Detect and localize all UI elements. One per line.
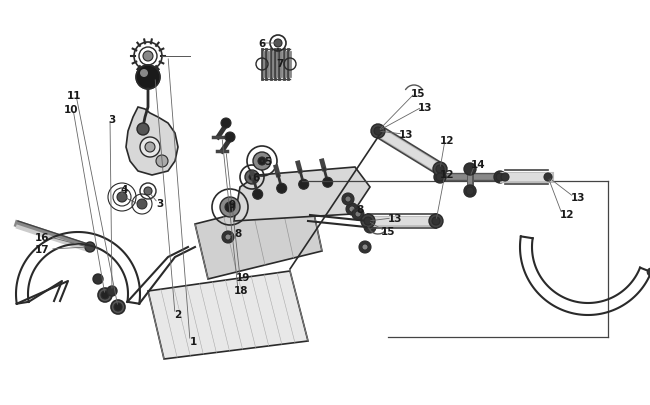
Text: 3: 3 <box>157 198 164 209</box>
Circle shape <box>137 124 149 136</box>
Circle shape <box>107 286 117 296</box>
Circle shape <box>496 174 504 181</box>
Text: 13: 13 <box>571 192 585 202</box>
Circle shape <box>355 211 361 217</box>
Circle shape <box>253 153 271 171</box>
Circle shape <box>464 185 476 198</box>
Text: 15: 15 <box>411 89 425 99</box>
Circle shape <box>93 274 103 284</box>
Circle shape <box>466 188 474 196</box>
Circle shape <box>494 172 506 183</box>
Text: 10: 10 <box>64 105 78 115</box>
Text: 13: 13 <box>398 130 413 140</box>
Circle shape <box>221 119 231 129</box>
Circle shape <box>433 162 447 177</box>
Circle shape <box>140 70 148 78</box>
Circle shape <box>544 174 552 181</box>
Text: 3: 3 <box>109 115 116 125</box>
Circle shape <box>117 192 127 202</box>
Circle shape <box>145 143 155 153</box>
Circle shape <box>371 125 385 139</box>
Text: 16: 16 <box>34 232 49 243</box>
Circle shape <box>274 40 282 48</box>
Polygon shape <box>148 271 308 359</box>
Circle shape <box>101 291 109 299</box>
Circle shape <box>114 303 122 311</box>
Text: 6: 6 <box>259 39 266 49</box>
Text: 12: 12 <box>560 209 574 220</box>
Circle shape <box>362 244 368 250</box>
Circle shape <box>364 217 372 226</box>
Text: 5: 5 <box>265 157 272 166</box>
Text: 4: 4 <box>120 185 127 194</box>
Circle shape <box>352 209 364 220</box>
Circle shape <box>222 231 234 243</box>
Circle shape <box>253 190 263 200</box>
Text: 8: 8 <box>356 205 363 215</box>
Circle shape <box>85 243 95 252</box>
Circle shape <box>342 194 354 205</box>
Circle shape <box>277 184 287 194</box>
Circle shape <box>258 158 266 166</box>
Circle shape <box>361 215 375 228</box>
Circle shape <box>364 222 376 233</box>
Circle shape <box>156 156 168 168</box>
Circle shape <box>245 171 259 185</box>
Circle shape <box>249 175 255 181</box>
Circle shape <box>299 180 309 190</box>
Circle shape <box>374 128 382 136</box>
Text: 12: 12 <box>440 136 454 146</box>
Polygon shape <box>234 168 370 222</box>
Text: 14: 14 <box>471 160 486 170</box>
Text: 9: 9 <box>228 200 235 209</box>
Circle shape <box>225 133 235 143</box>
Circle shape <box>434 172 446 183</box>
Text: 13: 13 <box>418 103 432 113</box>
Circle shape <box>140 138 160 158</box>
Circle shape <box>359 241 371 254</box>
Text: 2: 2 <box>174 309 181 319</box>
Text: 17: 17 <box>34 244 49 254</box>
Text: 18: 18 <box>234 285 248 295</box>
Circle shape <box>111 300 125 314</box>
Text: 7: 7 <box>276 59 283 69</box>
Polygon shape <box>195 196 322 279</box>
Polygon shape <box>126 108 178 175</box>
Circle shape <box>225 234 231 241</box>
Circle shape <box>367 224 373 230</box>
Circle shape <box>432 217 440 226</box>
Circle shape <box>349 207 355 213</box>
Circle shape <box>137 200 147 209</box>
Circle shape <box>322 178 333 188</box>
Circle shape <box>436 166 444 174</box>
Text: 6: 6 <box>252 173 259 183</box>
Text: 8: 8 <box>235 228 242 239</box>
Text: 15: 15 <box>381 226 395 237</box>
Circle shape <box>429 215 443 228</box>
Circle shape <box>144 188 152 196</box>
Circle shape <box>346 203 358 215</box>
Circle shape <box>136 66 160 90</box>
Circle shape <box>345 196 351 202</box>
Circle shape <box>225 202 235 213</box>
Circle shape <box>98 288 112 302</box>
Circle shape <box>501 174 509 181</box>
Circle shape <box>464 164 476 175</box>
Text: 13: 13 <box>388 213 402 224</box>
Circle shape <box>143 52 153 62</box>
Text: 12: 12 <box>440 170 454 179</box>
Circle shape <box>436 174 444 181</box>
Circle shape <box>220 198 240 217</box>
Text: 1: 1 <box>189 336 196 346</box>
Text: 19: 19 <box>236 272 250 282</box>
Circle shape <box>647 269 650 276</box>
Text: 11: 11 <box>67 91 81 101</box>
